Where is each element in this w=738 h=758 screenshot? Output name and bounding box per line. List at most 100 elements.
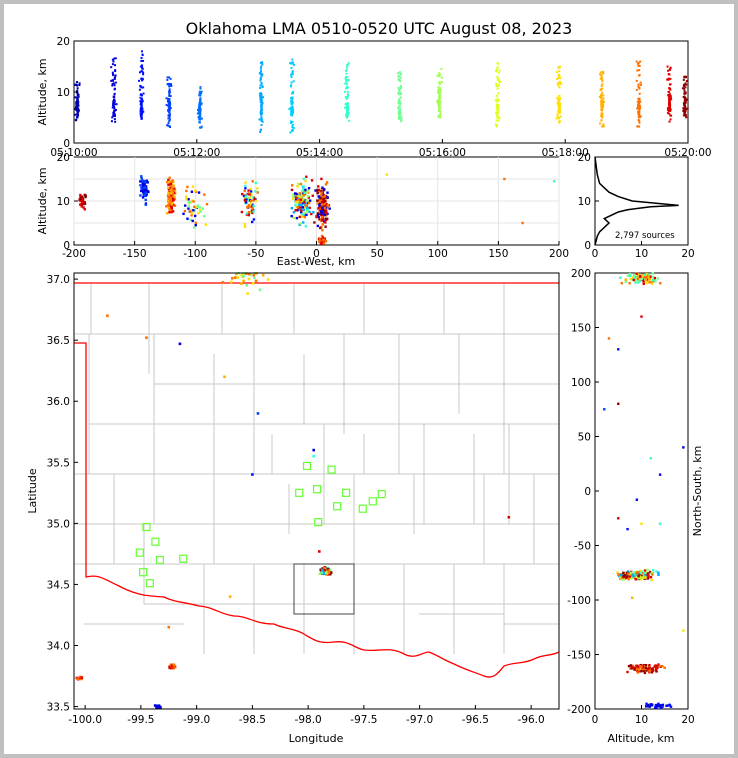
time-altitude-point: [74, 83, 77, 86]
time-altitude-point: [669, 67, 672, 70]
time-altitude-point: [169, 106, 172, 109]
time-altitude-point: [685, 83, 688, 86]
time-altitude-point: [260, 94, 263, 97]
latitude-tick-label: 33.5: [47, 702, 70, 714]
east-west-point: [254, 190, 257, 193]
east-west-point: [172, 184, 176, 187]
east-west-point: [250, 209, 254, 212]
east-west-point: [318, 205, 322, 209]
time-altitude-point: [600, 106, 604, 110]
time-altitude-point: [112, 106, 116, 109]
time-altitude-point: [259, 111, 263, 114]
plan-view-point: [329, 571, 333, 574]
east-west-point: [290, 188, 294, 192]
time-altitude-point: [166, 83, 169, 86]
time-altitude-point: [683, 99, 687, 102]
east-west-point: [193, 205, 196, 208]
east-west-point: [304, 179, 307, 183]
east-west-point: [300, 189, 304, 193]
plan-view-point: [253, 276, 256, 280]
north-south-point: [635, 571, 639, 574]
north-south-point: [635, 669, 639, 672]
time-altitude-point: [113, 87, 116, 90]
east-west-point: [322, 187, 326, 191]
time-altitude-point: [495, 82, 498, 85]
north-south-point: [649, 275, 652, 278]
east-west-xtick-label: -50: [247, 248, 264, 260]
east-west-point: [199, 210, 202, 213]
north-south-point: [644, 571, 648, 574]
time-altitude-point: [439, 91, 442, 94]
north-south-point: [617, 402, 620, 405]
time-altitude-point: [345, 86, 348, 89]
time-altitude-point: [684, 106, 687, 109]
east-west-point: [243, 225, 247, 229]
east-west-point: [196, 205, 200, 208]
north-south-point: [629, 664, 633, 667]
north-south-point: [633, 667, 637, 670]
time-altitude-point: [438, 75, 441, 78]
east-west-point: [171, 188, 175, 192]
east-west-point: [185, 189, 188, 193]
east-west-point: [305, 210, 309, 213]
north-south-point: [648, 570, 652, 574]
east-west-point: [322, 197, 326, 201]
time-altitude-point: [558, 65, 561, 68]
time-altitude-point: [638, 74, 641, 77]
county-outline: [293, 563, 355, 615]
time-altitude-point: [140, 56, 143, 59]
time-altitude-point: [141, 78, 144, 81]
time-altitude-point: [398, 90, 401, 93]
plan-view-point: [234, 272, 238, 276]
time-altitude-point: [667, 94, 670, 97]
time-altitude-point: [167, 114, 171, 117]
north-south-point: [607, 337, 611, 340]
time-altitude-point: [74, 96, 77, 99]
time-altitude-point: [397, 106, 400, 109]
north-south-point: [618, 575, 621, 578]
time-altitude-point: [111, 116, 114, 119]
time-altitude-point: [396, 72, 399, 75]
east-west-point: [321, 206, 324, 210]
time-altitude-point: [557, 66, 560, 69]
plan-view-point: [312, 448, 316, 452]
north-south-ytick-label: 150: [571, 323, 591, 335]
east-west-xtick-label: 100: [428, 248, 448, 260]
north-south-point: [669, 705, 673, 708]
east-west-point: [167, 193, 170, 197]
east-west-point: [319, 226, 322, 230]
north-south-point: [633, 273, 636, 277]
time-altitude-point: [142, 73, 145, 76]
time-altitude-point: [168, 76, 171, 79]
time-altitude-point: [140, 86, 143, 89]
time-altitude-point: [140, 103, 143, 106]
east-west-point: [320, 215, 324, 219]
east-west-point: [244, 201, 248, 204]
time-altitude-point: [112, 100, 115, 103]
east-west-point: [171, 194, 175, 198]
east-west-point: [306, 201, 309, 204]
time-altitude-point: [438, 81, 441, 84]
time-altitude-point: [140, 117, 143, 120]
time-altitude-point: [669, 118, 672, 121]
east-west-point: [244, 181, 247, 184]
time-altitude-point: [114, 76, 117, 79]
time-altitude-point: [668, 99, 671, 102]
time-altitude-point: [198, 118, 201, 121]
time-altitude-point: [495, 123, 498, 126]
time-altitude-point: [198, 103, 201, 106]
altitude-histogram-line: [594, 156, 679, 246]
time-altitude-point: [638, 69, 641, 72]
time-altitude-point: [113, 57, 116, 60]
time-altitude-point: [439, 90, 442, 93]
time-altitude-point: [165, 103, 168, 106]
north-south-point: [637, 281, 640, 284]
plan-view-point: [231, 276, 234, 280]
north-south-point: [636, 574, 639, 578]
time-altitude-point: [639, 115, 642, 118]
east-west-point: [193, 209, 197, 212]
time-altitude-point: [439, 94, 442, 97]
time-altitude-point: [638, 86, 641, 89]
north-south-point: [632, 574, 635, 578]
time-altitude-point: [683, 85, 686, 88]
